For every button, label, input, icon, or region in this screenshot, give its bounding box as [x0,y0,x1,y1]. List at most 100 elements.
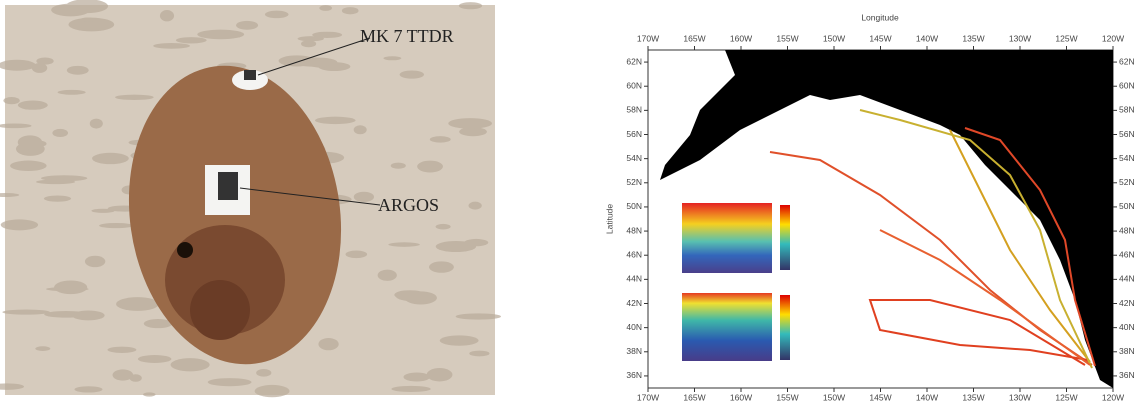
y-tick-label: 54N [1119,153,1135,163]
sand-ripple [52,128,69,138]
seal-eye [177,242,193,258]
x-tick-label: 145W [869,33,891,43]
sand-ripple [197,29,245,40]
sand-ripple [464,238,489,247]
sand-ripple [80,17,96,22]
y-tick-label: 58N [626,105,642,115]
x-tick-label: 170W [637,33,659,43]
sand-ripple [353,191,375,203]
sand-ripple [0,59,36,71]
y-tick-label: 40N [1119,322,1135,332]
y-tick-label: 36N [626,370,642,380]
x-tick-label: 125W [1055,392,1077,402]
sand-ripple [318,337,339,351]
y-tick-label: 60N [626,80,642,90]
colorbar [780,205,790,270]
x-tick-label: 135W [962,33,984,43]
y-tick-label: 52N [626,177,642,187]
leader-line [239,187,381,206]
x-tick-label: 160W [730,392,752,402]
sand-ripple [395,291,433,302]
y-tick-label: 44N [1119,274,1135,284]
y-tick-label: 46N [1119,249,1135,259]
sand-ripple [388,242,420,247]
sand-ripple [3,97,20,105]
sand-ripple [429,261,454,273]
sand-ripple [435,223,451,230]
sand-ripple [353,125,367,135]
y-tick-label: 60N [1119,80,1135,90]
map: Longitude Latitude [604,12,1114,389]
x-tick-label: 135W [962,392,984,402]
sand-ripple [264,10,289,19]
sand-ripple [17,135,43,150]
sand-ripple [159,10,175,22]
y-tick-label: 50N [626,201,642,211]
y-tick-label: 62N [626,56,642,66]
sand-ripple [112,369,134,381]
sand-ripple [43,195,72,202]
sand-ripple [236,20,259,30]
x-tick-label: 150W [823,392,845,402]
sand-ripple [143,319,173,329]
x-tick-label: 120W [1102,392,1124,402]
sand-ripple [391,385,431,392]
y-tick-label: 54N [626,153,642,163]
x-tick-label: 155W [776,392,798,402]
y-tick-label: 56N [1119,129,1135,139]
sand-ripple [429,136,451,143]
x-tick-label: 165W [683,392,705,402]
sand-ripple [301,40,317,48]
sand-ripple [399,70,425,79]
x-tick-label: 170W [637,392,659,402]
sand-ripple [17,100,48,110]
y-tick-label: 56N [626,129,642,139]
sand-ripple [31,63,48,73]
sand-ripple [91,208,115,213]
x-tick-label: 150W [823,33,845,43]
x-tick-label: 165W [683,33,705,43]
sand-ripple [115,94,154,100]
sand-ripple [254,384,290,398]
y-tick-label: 48N [626,225,642,235]
sand-ripple [448,118,493,129]
sand-ripple [459,127,487,137]
sand-ripple [51,3,90,17]
sand-ripple [439,335,479,346]
y-tick-label: 38N [1119,346,1135,356]
sand-ripple [469,350,490,357]
sand-ripple [2,309,50,315]
y-tick-label: 40N [626,322,642,332]
inset-section [682,203,772,273]
sand-ripple [390,162,406,169]
y-tick-label: 42N [626,298,642,308]
inset-plots [665,200,795,380]
sand-ripple [314,116,356,125]
sand-ripple [207,378,252,387]
sand-ripple [35,346,51,351]
y-tick-label: 50N [1119,201,1135,211]
sand-ripple [0,383,25,390]
y-tick-label: 52N [1119,177,1135,187]
x-tick-label: 140W [916,392,938,402]
x-tick-label: 145W [869,392,891,402]
seal-snout [190,280,250,340]
x-tick-label: 130W [1009,33,1031,43]
photo-label: ARGOS [378,195,439,215]
y-tick-label: 36N [1119,370,1135,380]
y-tick-label: 48N [1119,225,1135,235]
sand-ripple [99,222,134,229]
land [660,50,1113,388]
sand-ripple [153,42,190,49]
photo-label: MK 7 TTDR [360,26,454,46]
sand-ripple [455,313,502,320]
x-tick-label: 155W [776,33,798,43]
sand-ripple [74,386,103,393]
sand-ripple [0,192,20,198]
photo: MK 7 TTDR ARGOS [0,0,502,398]
sand-ripple [292,57,338,67]
leader-line [257,37,371,76]
sand-ripple [468,201,482,210]
sand-ripple [89,118,103,129]
ttdr-tag [244,70,256,80]
